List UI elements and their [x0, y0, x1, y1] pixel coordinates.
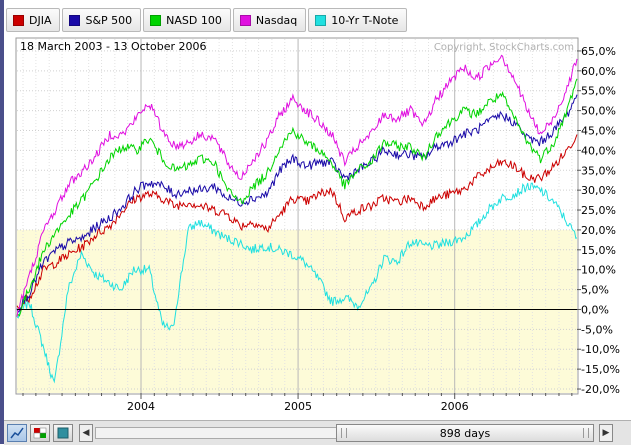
background-tool-button[interactable] [53, 424, 73, 442]
copyright: Copyright, StockCharts.com [434, 42, 574, 53]
series-line-djia [16, 134, 578, 313]
legend-swatch [239, 14, 251, 26]
color-scheme-tool-button[interactable] [30, 424, 50, 442]
y-tick-label: -10,0% [581, 343, 620, 356]
y-tick-label: 0,0% [581, 303, 609, 316]
y-tick-label: 50,0% [581, 105, 616, 118]
legend-item-4[interactable]: 10-Yr T-Note [308, 8, 408, 32]
grip-left-icon [341, 428, 347, 438]
legend-swatch [150, 14, 162, 26]
color-squares-icon [33, 427, 47, 439]
legend-item-3[interactable]: Nasdaq [232, 8, 307, 32]
legend-label: Nasdaq [255, 13, 298, 27]
legend-item-1[interactable]: S&P 500 [62, 8, 142, 32]
y-tick-label: 15,0% [581, 244, 616, 257]
performance-chart: 65,0% 60,0% 55,0% 50,0% 45,0% 40,0% 35,0% 30,0%… [15, 37, 620, 413]
grip-right-icon [583, 428, 589, 438]
x-tick-label: 2006 [441, 400, 469, 413]
legend-label: NASD 100 [166, 13, 222, 27]
square-icon [57, 427, 69, 439]
y-tick-label: 35,0% [581, 164, 616, 177]
y-tick-label: 10,0% [581, 264, 616, 277]
scroll-right-button[interactable]: ▶ [599, 424, 613, 442]
y-tick-label: 25,0% [581, 204, 616, 217]
y-tick-label: 55,0% [581, 85, 616, 98]
date-scroll-track[interactable]: 898 days [95, 424, 594, 442]
line-chart-icon [10, 427, 24, 439]
series-line-10-yr-t-note [16, 182, 578, 384]
y-tick-label: 65,0% [581, 45, 616, 58]
date-range: 18 March 2003 - 13 October 2006 [20, 40, 206, 53]
y-tick-label: 5,0% [581, 284, 609, 297]
legend-swatch [13, 14, 24, 26]
x-tick-label: 2005 [284, 400, 312, 413]
chart-toolbar: ◀ 898 days ▶ [4, 420, 631, 445]
line-chart-tool-button[interactable] [7, 424, 27, 442]
legend-label: 10-Yr T-Note [331, 13, 399, 27]
legend-label: S&P 500 [85, 13, 133, 27]
legend-item-0[interactable]: DJIA [6, 8, 61, 32]
triangle-right-icon: ▶ [602, 428, 610, 438]
series-line-nasdaq [16, 54, 578, 317]
series-line-nasd-100 [16, 78, 578, 317]
scroll-left-button[interactable]: ◀ [79, 424, 93, 442]
y-tick-label: -20,0% [581, 383, 620, 396]
triangle-left-icon: ◀ [82, 428, 90, 438]
y-tick-label: 60,0% [581, 65, 616, 78]
y-tick-label: 45,0% [581, 124, 616, 137]
date-scroll-thumb[interactable]: 898 days [336, 424, 594, 442]
x-tick-label: 2004 [127, 400, 155, 413]
y-tick-label: -15,0% [581, 363, 620, 376]
days-label: 898 days [439, 426, 491, 440]
legend-item-2[interactable]: NASD 100 [143, 8, 231, 32]
legend-label: DJIA [29, 13, 52, 27]
y-tick-label: 30,0% [581, 184, 616, 197]
plot-shade [17, 229, 577, 393]
legend-swatch [69, 14, 81, 26]
y-tick-label: 40,0% [581, 144, 616, 157]
legend: DJIA S&P 500 NASD 100 Nasdaq 10-Yr T-Note [6, 8, 408, 32]
legend-swatch [315, 14, 327, 26]
series-line-s-p-500 [16, 94, 578, 313]
y-tick-label: 20,0% [581, 224, 616, 237]
y-tick-label: -5,0% [581, 323, 613, 336]
